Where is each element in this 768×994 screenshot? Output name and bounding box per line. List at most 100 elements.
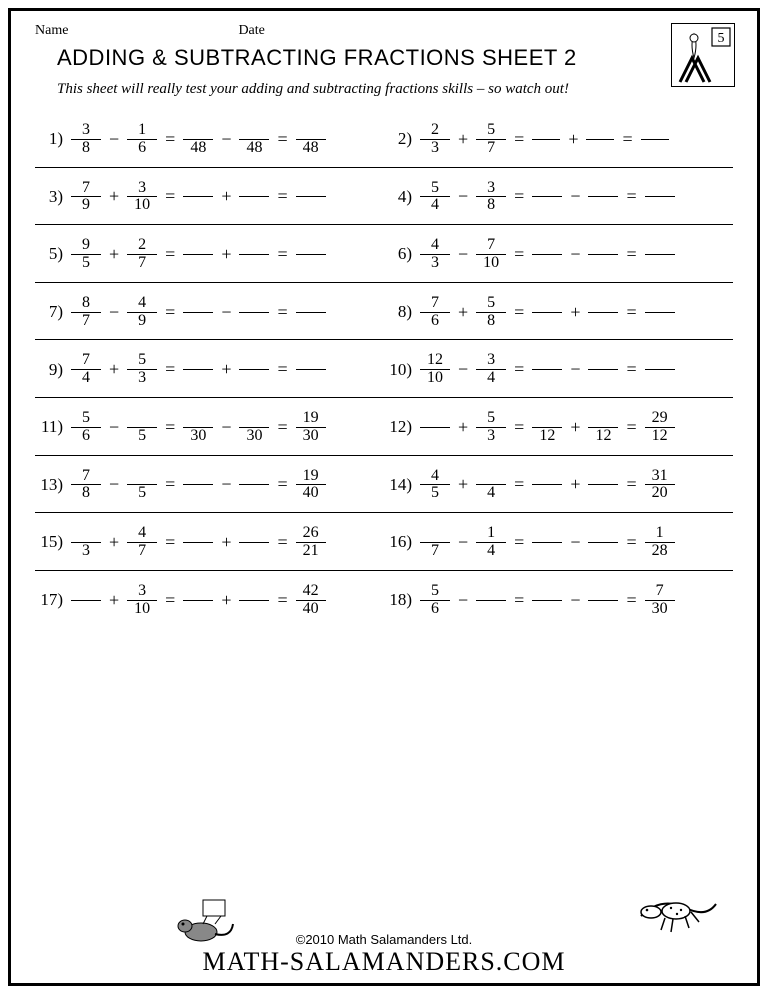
operator: + xyxy=(109,590,119,611)
denominator: 4 xyxy=(476,485,506,502)
equals: = xyxy=(277,302,287,323)
numerator xyxy=(183,410,213,427)
fraction: 16 xyxy=(127,122,157,157)
numerator xyxy=(588,410,618,427)
operator: − xyxy=(109,474,119,495)
fraction xyxy=(476,583,506,618)
denominator: 30 xyxy=(239,428,269,445)
numerator: 2 xyxy=(127,237,157,254)
numerator xyxy=(239,295,269,312)
equals: = xyxy=(626,590,636,611)
numerator xyxy=(645,180,675,197)
fraction: 58 xyxy=(476,295,506,330)
badge-number-text: 5 xyxy=(718,31,725,46)
denominator: 5 xyxy=(71,255,101,272)
name-label: Name xyxy=(35,23,68,39)
numerator: 3 xyxy=(127,583,157,600)
numerator xyxy=(588,295,618,312)
problem-row: 11)56− 5= 30− 30=193012) +53= 12+ 12=291… xyxy=(35,404,733,456)
numerator xyxy=(239,122,269,139)
fraction xyxy=(296,237,326,272)
denominator xyxy=(239,543,269,560)
problem: 2)23+57=+= xyxy=(384,122,733,157)
numerator xyxy=(239,410,269,427)
denominator: 5 xyxy=(420,485,450,502)
problem-row: 13)78− 5= − =194014)45+ 4= + =3120 xyxy=(35,462,733,514)
numerator xyxy=(532,352,562,369)
fraction: 49 xyxy=(127,295,157,330)
problem-number: 16) xyxy=(384,532,418,552)
denominator: 3 xyxy=(476,428,506,445)
fraction xyxy=(645,295,675,330)
denominator: 7 xyxy=(127,255,157,272)
denominator xyxy=(296,197,326,214)
denominator: 48 xyxy=(239,140,269,157)
equals: = xyxy=(626,532,636,553)
equals: = xyxy=(514,244,524,265)
fraction: 27 xyxy=(127,237,157,272)
operator: + xyxy=(109,359,119,380)
numerator xyxy=(239,583,269,600)
operator: − xyxy=(570,244,580,265)
numerator: 5 xyxy=(476,122,506,139)
fraction xyxy=(183,525,213,560)
equals: = xyxy=(277,359,287,380)
numerator: 9 xyxy=(71,237,101,254)
denominator xyxy=(645,370,675,387)
denominator xyxy=(239,313,269,330)
denominator xyxy=(296,313,326,330)
fraction xyxy=(239,295,269,330)
fraction: 4 xyxy=(476,468,506,503)
numerator xyxy=(476,468,506,485)
fraction: 23 xyxy=(420,122,450,157)
blank-line xyxy=(586,139,614,140)
problem: 12) +53= 12+ 12=2912 xyxy=(384,410,733,445)
problem-row: 1)38−16= 48− 48= 482)23+57=+= xyxy=(35,116,733,168)
problem-number: 6) xyxy=(384,244,418,264)
fraction xyxy=(239,352,269,387)
fraction: 12 xyxy=(532,410,562,445)
numerator xyxy=(239,237,269,254)
equals: = xyxy=(514,417,524,438)
equals: = xyxy=(165,186,175,207)
denominator: 40 xyxy=(296,601,326,618)
numerator xyxy=(183,237,213,254)
problem-row: 15) 3+47= + =262116) 7−14= − =128 xyxy=(35,519,733,571)
numerator: 26 xyxy=(296,525,326,542)
operator: − xyxy=(109,417,119,438)
denominator xyxy=(183,485,213,502)
operator: − xyxy=(570,359,580,380)
operator: − xyxy=(570,590,580,611)
fraction: 76 xyxy=(420,295,450,330)
denominator xyxy=(239,255,269,272)
equals: = xyxy=(277,590,287,611)
fraction: 78 xyxy=(71,468,101,503)
numerator: 5 xyxy=(420,180,450,197)
operator: + xyxy=(570,417,580,438)
denominator: 4 xyxy=(420,197,450,214)
denominator xyxy=(239,197,269,214)
problem: 9)74+53= + = xyxy=(35,352,384,387)
numerator xyxy=(71,525,101,542)
fraction xyxy=(588,352,618,387)
numerator: 4 xyxy=(420,237,450,254)
fraction: 38 xyxy=(476,180,506,215)
numerator xyxy=(183,180,213,197)
fraction: 47 xyxy=(127,525,157,560)
fraction xyxy=(420,410,450,445)
numerator: 7 xyxy=(420,295,450,312)
problem: 15) 3+47= + =2621 xyxy=(35,525,384,560)
fraction: 1210 xyxy=(420,352,450,387)
equals: = xyxy=(626,244,636,265)
fraction xyxy=(588,583,618,618)
fraction xyxy=(239,525,269,560)
fraction xyxy=(532,237,562,272)
numerator xyxy=(532,295,562,312)
denominator: 30 xyxy=(645,601,675,618)
problem-number: 13) xyxy=(35,475,69,495)
fraction: 7 xyxy=(420,525,450,560)
problem: 11)56− 5= 30− 30=1930 xyxy=(35,410,384,445)
denominator xyxy=(476,601,506,618)
fraction: 1940 xyxy=(296,468,326,503)
operator: + xyxy=(570,302,580,323)
